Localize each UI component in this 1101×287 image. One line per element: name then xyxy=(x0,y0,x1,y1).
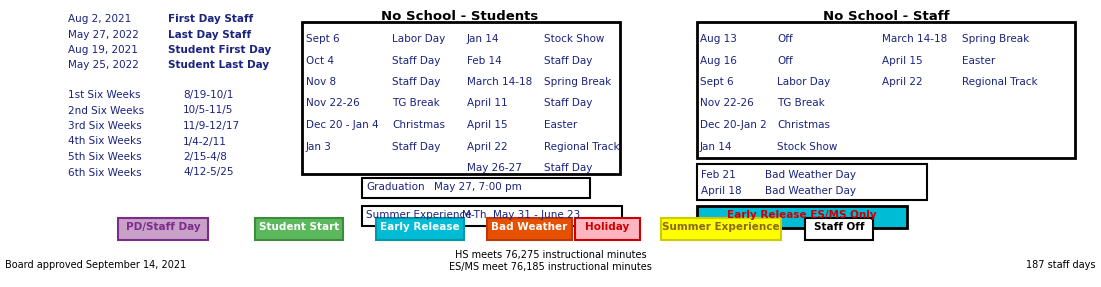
Text: May 27, 2022: May 27, 2022 xyxy=(68,30,139,40)
Text: April 22: April 22 xyxy=(882,77,923,87)
Text: 1st Six Weeks: 1st Six Weeks xyxy=(68,90,141,100)
Text: Aug 19, 2021: Aug 19, 2021 xyxy=(68,45,138,55)
Bar xyxy=(362,178,590,198)
Text: Student First Day: Student First Day xyxy=(168,45,271,55)
Text: Dec 20-Jan 2: Dec 20-Jan 2 xyxy=(700,120,766,130)
Text: 187 staff days: 187 staff days xyxy=(1026,260,1095,270)
Text: April 18: April 18 xyxy=(701,186,742,196)
Text: Off: Off xyxy=(777,55,793,65)
Bar xyxy=(255,218,344,240)
Bar xyxy=(661,218,781,240)
Text: Labor Day: Labor Day xyxy=(777,77,830,87)
Text: Spring Break: Spring Break xyxy=(962,34,1029,44)
Text: Aug 2, 2021: Aug 2, 2021 xyxy=(68,14,131,24)
Text: 4th Six Weeks: 4th Six Weeks xyxy=(68,137,142,146)
Text: Jan 3: Jan 3 xyxy=(306,141,331,152)
Text: Board approved September 14, 2021: Board approved September 14, 2021 xyxy=(6,260,186,270)
Text: 5th Six Weeks: 5th Six Weeks xyxy=(68,152,142,162)
Text: Graduation: Graduation xyxy=(366,182,425,192)
Bar xyxy=(575,218,640,240)
Bar xyxy=(118,218,208,240)
Text: April 15: April 15 xyxy=(467,120,508,130)
Text: Regional Track: Regional Track xyxy=(544,141,620,152)
Bar xyxy=(487,218,573,240)
Bar xyxy=(697,22,1075,158)
Text: Nov 8: Nov 8 xyxy=(306,77,336,87)
Text: Bad Weather Day: Bad Weather Day xyxy=(765,186,855,196)
Text: Summer Experience: Summer Experience xyxy=(366,210,471,220)
Text: Staff Day: Staff Day xyxy=(392,77,440,87)
Text: Off: Off xyxy=(777,34,793,44)
Text: 4/12-5/25: 4/12-5/25 xyxy=(183,168,233,177)
Text: May 26-27: May 26-27 xyxy=(467,163,522,173)
Text: Staff Off: Staff Off xyxy=(814,222,864,232)
Text: Easter: Easter xyxy=(962,55,995,65)
Text: Staff Day: Staff Day xyxy=(544,163,592,173)
Text: Stock Show: Stock Show xyxy=(544,34,604,44)
Text: Summer Experience: Summer Experience xyxy=(662,222,780,232)
Text: Bad Weather Day: Bad Weather Day xyxy=(765,170,855,180)
Text: Bad Weather: Bad Weather xyxy=(491,222,568,232)
Text: First Day Staff: First Day Staff xyxy=(168,14,253,24)
Text: Stock Show: Stock Show xyxy=(777,141,838,152)
Text: Early Release ES/MS Only: Early Release ES/MS Only xyxy=(727,210,876,220)
Text: M-Th  May 31 - June 23: M-Th May 31 - June 23 xyxy=(462,210,580,220)
Bar xyxy=(377,218,464,240)
Text: Jan 14: Jan 14 xyxy=(700,141,732,152)
Text: Staff Day: Staff Day xyxy=(544,98,592,108)
Bar xyxy=(697,164,927,200)
Text: May 25, 2022: May 25, 2022 xyxy=(68,61,139,71)
Bar xyxy=(362,206,622,226)
Text: March 14-18: March 14-18 xyxy=(882,34,947,44)
Text: Student Last Day: Student Last Day xyxy=(168,61,269,71)
Text: Aug 13: Aug 13 xyxy=(700,34,737,44)
Text: Staff Day: Staff Day xyxy=(392,55,440,65)
Text: Christmas: Christmas xyxy=(392,120,445,130)
Text: Feb 14: Feb 14 xyxy=(467,55,502,65)
Text: Nov 22-26: Nov 22-26 xyxy=(306,98,360,108)
Text: Sept 6: Sept 6 xyxy=(700,77,733,87)
Text: 8/19-10/1: 8/19-10/1 xyxy=(183,90,233,100)
Text: HS meets 76,275 instructional minutes: HS meets 76,275 instructional minutes xyxy=(455,250,646,260)
Text: May 27, 7:00 pm: May 27, 7:00 pm xyxy=(434,182,522,192)
Text: Labor Day: Labor Day xyxy=(392,34,445,44)
Text: Oct 4: Oct 4 xyxy=(306,55,334,65)
Text: April 22: April 22 xyxy=(467,141,508,152)
Text: Aug 16: Aug 16 xyxy=(700,55,737,65)
Text: Early Release: Early Release xyxy=(380,222,460,232)
Text: Regional Track: Regional Track xyxy=(962,77,1037,87)
Text: March 14-18: March 14-18 xyxy=(467,77,532,87)
Text: April 15: April 15 xyxy=(882,55,923,65)
Text: Dec 20 - Jan 4: Dec 20 - Jan 4 xyxy=(306,120,379,130)
Text: Nov 22-26: Nov 22-26 xyxy=(700,98,754,108)
Text: No School - Staff: No School - Staff xyxy=(822,10,949,23)
Text: 10/5-11/5: 10/5-11/5 xyxy=(183,106,233,115)
Text: TG Break: TG Break xyxy=(777,98,825,108)
Bar xyxy=(302,22,620,174)
Bar xyxy=(805,218,873,240)
Text: Spring Break: Spring Break xyxy=(544,77,611,87)
Text: Jan 14: Jan 14 xyxy=(467,34,500,44)
Text: April 11: April 11 xyxy=(467,98,508,108)
Text: Student Start: Student Start xyxy=(259,222,339,232)
Text: 11/9-12/17: 11/9-12/17 xyxy=(183,121,240,131)
Text: 6th Six Weeks: 6th Six Weeks xyxy=(68,168,142,177)
Text: 3rd Six Weeks: 3rd Six Weeks xyxy=(68,121,142,131)
Text: Staff Day: Staff Day xyxy=(392,141,440,152)
Bar xyxy=(697,206,907,228)
Text: 1/4-2/11: 1/4-2/11 xyxy=(183,137,227,146)
Text: Staff Day: Staff Day xyxy=(544,55,592,65)
Text: Christmas: Christmas xyxy=(777,120,830,130)
Text: No School - Students: No School - Students xyxy=(381,10,538,23)
Text: Holiday: Holiday xyxy=(586,222,630,232)
Text: PD/Staff Day: PD/Staff Day xyxy=(126,222,200,232)
Text: Sept 6: Sept 6 xyxy=(306,34,339,44)
Text: 2/15-4/8: 2/15-4/8 xyxy=(183,152,227,162)
Text: 2nd Six Weeks: 2nd Six Weeks xyxy=(68,106,144,115)
Text: Easter: Easter xyxy=(544,120,577,130)
Text: Feb 21: Feb 21 xyxy=(701,170,735,180)
Text: TG Break: TG Break xyxy=(392,98,439,108)
Text: ES/MS meet 76,185 instructional minutes: ES/MS meet 76,185 instructional minutes xyxy=(449,262,652,272)
Text: Last Day Staff: Last Day Staff xyxy=(168,30,251,40)
